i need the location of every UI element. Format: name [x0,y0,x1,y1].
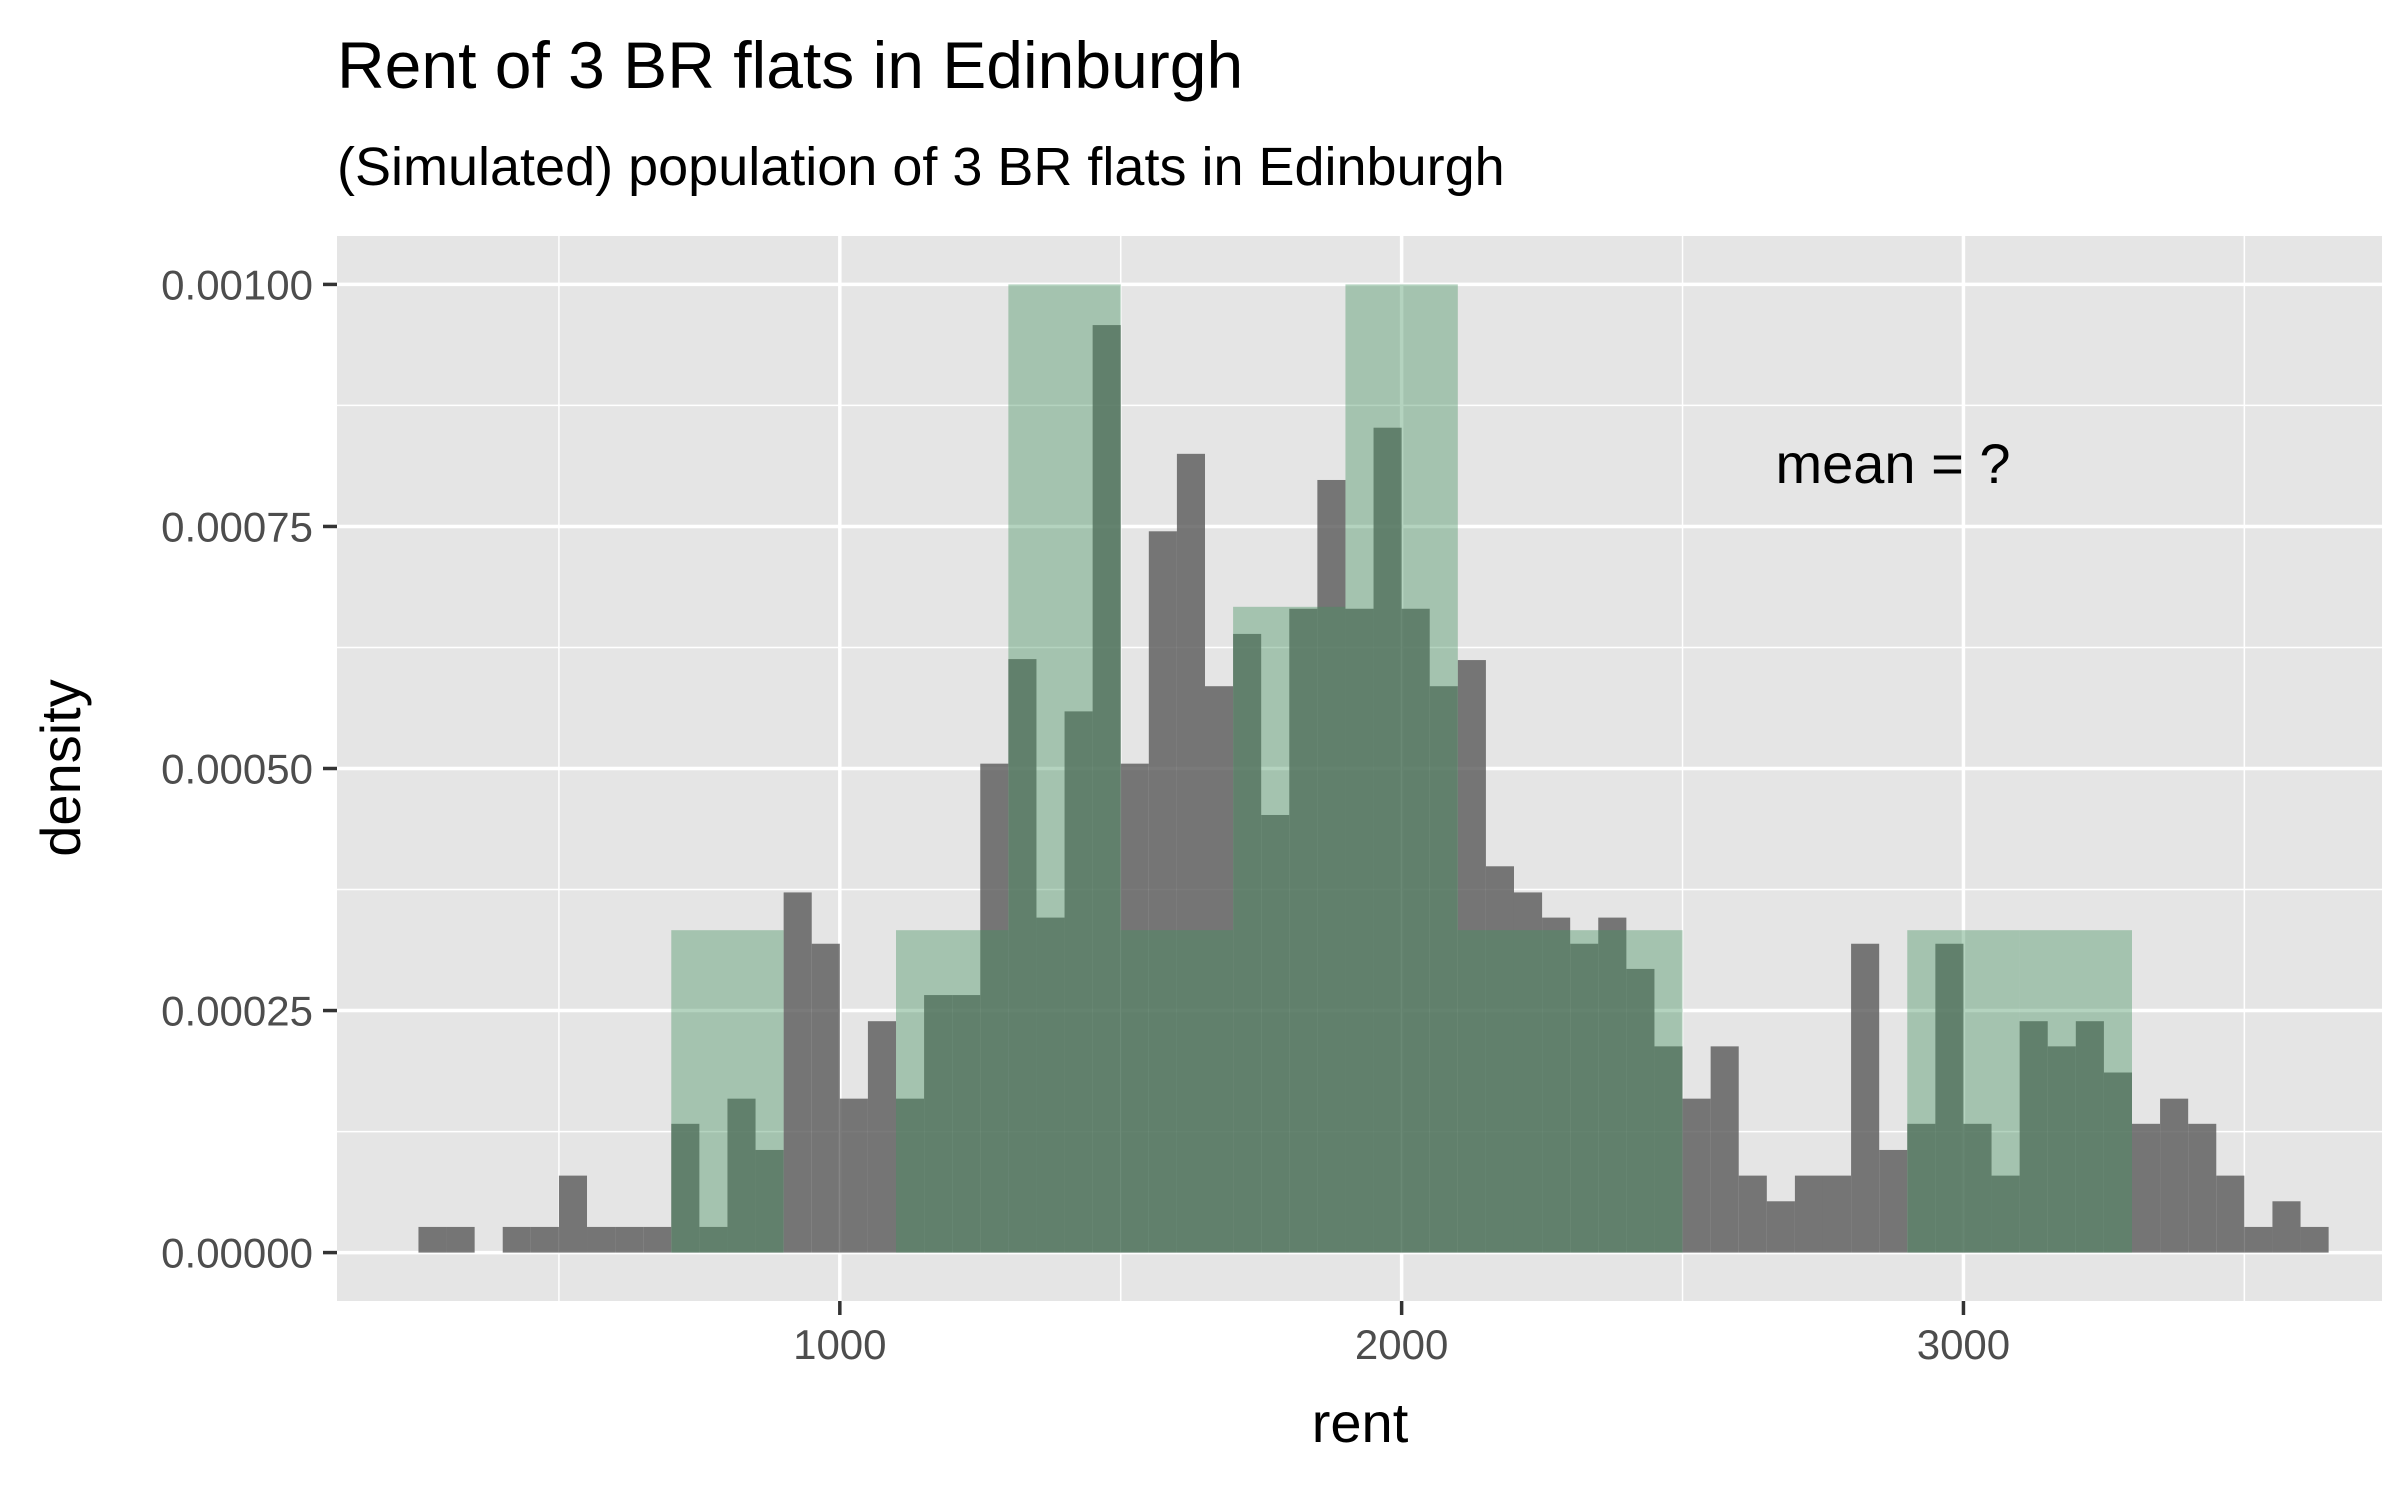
fine-bin-bar [1513,892,1543,1253]
fine-bin-bar [1205,686,1234,1253]
fine-bin-bar [1851,943,1880,1253]
fine-bin-bar [783,892,812,1253]
y-tick-label: 0.00075 [161,503,313,550]
fine-bin-bar [2075,1021,2104,1253]
fine-bin-bar [2244,1226,2273,1253]
fine-bin-bar [671,1123,700,1253]
y-axis: 0.00000 0.00025 0.00050 0.00075 0.00100 [161,261,337,1277]
coarse-bin-bar [1907,930,2020,1253]
coarse-bin-bar [1345,284,1458,1253]
y-tick-label: 0.00025 [161,988,313,1035]
fine-bin-bar [558,1175,588,1253]
fine-bin-bar [1289,608,1318,1253]
coarse-bin-bar [896,930,1009,1253]
fine-bin-bar [1036,917,1065,1253]
fine-bin-bar [1963,1123,1992,1253]
fine-bin-bar [2131,1123,2161,1253]
fine-bin-bar [1822,1175,1852,1253]
fine-bin-bar [2300,1226,2329,1253]
x-axis: 1000 2000 3000 [793,1301,2010,1368]
fine-bins-series [418,325,2329,1253]
fine-bin-bar [980,763,1009,1253]
fine-bin-bar [1879,1149,1908,1253]
fine-bin-bar [1261,814,1290,1253]
fine-bin-bar [1794,1175,1823,1253]
fine-bin-bar [530,1226,559,1253]
fine-bin-bar [502,1226,531,1253]
y-tick-label: 0.00000 [161,1230,313,1277]
fine-bin-bar [1345,608,1374,1253]
fine-bin-bar [1626,968,1655,1253]
fine-bin-bar [811,943,840,1253]
fine-bin-bar [1766,1201,1795,1253]
fine-bin-bar [699,1226,728,1253]
fine-bin-bar [2103,1072,2132,1253]
fine-bin-bar [1233,633,1262,1253]
coarse-bin-bar [1233,606,1346,1253]
coarse-bin-bar [1570,930,1683,1253]
fine-bin-bar [896,1098,925,1253]
chart-title: Rent of 3 BR flats in Edinburgh [337,28,1243,102]
y-tick-label: 0.00100 [161,261,313,308]
fine-bin-bar [1682,1098,1711,1253]
fine-bin-bar [1485,866,1514,1253]
fine-bin-bar [615,1226,644,1253]
fine-bin-bar [1598,917,1627,1253]
mean-annotation: mean = ? [1775,432,2010,495]
fine-bin-bar [1148,531,1177,1253]
y-axis-label: density [29,679,92,856]
fine-bin-bar [924,995,953,1253]
fine-bin-bar [1373,427,1402,1253]
fine-bin-bar [867,1021,897,1253]
fine-bin-bar [1710,1046,1739,1253]
coarse-bins-series [671,284,2132,1253]
fine-bin-bar [2272,1201,2301,1253]
x-tick-label: 2000 [1355,1321,1448,1368]
chart-subtitle: (Simulated) population of 3 BR flats in … [337,137,1505,197]
coarse-bin-bar [671,930,784,1253]
fine-bin-bar [1317,479,1346,1253]
fine-bin-bar [2019,1021,2048,1253]
fine-bin-bar [1008,659,1037,1253]
fine-bin-bar [1401,608,1430,1253]
fine-bin-bar [1738,1175,1767,1253]
fine-bin-bar [418,1226,447,1253]
fine-bin-bar [755,1149,784,1253]
fine-bin-bar [839,1098,868,1253]
fine-bin-bar [2216,1175,2245,1253]
fine-bin-bar [2160,1098,2189,1253]
fine-bin-bar [1542,917,1571,1253]
coarse-bin-bar [1008,284,1121,1253]
x-tick-label: 1000 [793,1321,886,1368]
fine-bin-bar [446,1226,475,1253]
coarse-bin-bar [1120,930,1234,1253]
fine-bin-bar [1429,686,1458,1253]
fine-bin-bar [1120,763,1149,1253]
fine-bin-bar [1570,943,1599,1253]
fine-bin-bar [643,1226,672,1253]
y-tick-label: 0.00050 [161,746,313,793]
x-tick-label: 3000 [1917,1321,2010,1368]
fine-bin-bar [727,1098,756,1253]
fine-bin-bar [1457,660,1486,1253]
fine-bin-bar [1654,1046,1683,1253]
fine-bin-bar [1991,1175,2020,1253]
fine-bin-bar [1092,325,1121,1253]
x-axis-label: rent [1312,1391,1409,1454]
fine-bin-bar [1935,943,1964,1253]
fine-bin-bar [952,995,981,1253]
fine-bin-bar [2188,1123,2217,1253]
coarse-bin-bar [2019,930,2132,1253]
fine-bin-bar [1064,711,1093,1253]
fine-bin-bar [1176,453,1206,1253]
fine-bin-bar [587,1226,616,1253]
fine-bin-bar [1907,1123,1936,1253]
coarse-bin-bar [1457,930,1571,1253]
fine-bin-bar [2047,1046,2076,1253]
